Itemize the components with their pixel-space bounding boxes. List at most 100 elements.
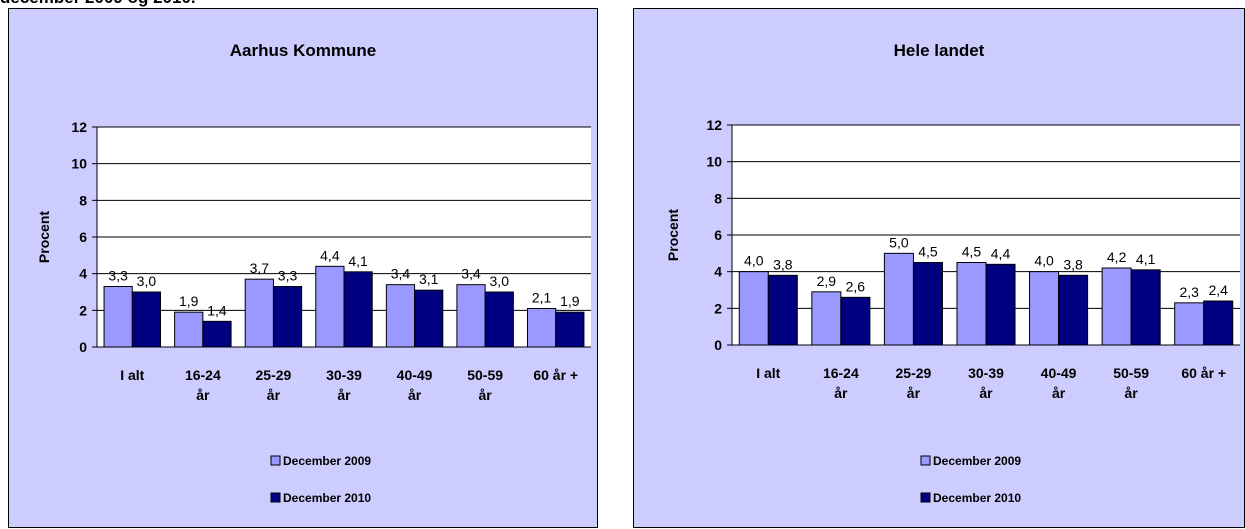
legend-swatch bbox=[920, 492, 931, 503]
bar bbox=[912, 262, 943, 346]
y-tick-label: 12 bbox=[71, 119, 87, 135]
bar bbox=[174, 311, 204, 348]
legend-label: December 2010 bbox=[933, 491, 1021, 505]
bar bbox=[767, 274, 798, 346]
category-label: år bbox=[1052, 385, 1066, 401]
y-tick-label: 0 bbox=[714, 337, 722, 353]
data-label: 2,3 bbox=[1179, 284, 1199, 300]
bar bbox=[244, 278, 274, 348]
data-label: 4,1 bbox=[1136, 251, 1156, 267]
bar bbox=[103, 286, 133, 348]
legend-label: December 2010 bbox=[283, 491, 371, 505]
data-label: 3,4 bbox=[391, 266, 411, 282]
data-label: 3,0 bbox=[490, 273, 510, 289]
data-label: 1,9 bbox=[560, 293, 580, 309]
bar bbox=[272, 286, 303, 348]
data-label: 4,0 bbox=[744, 253, 764, 269]
bar bbox=[131, 291, 162, 348]
chart-title: Hele landet bbox=[893, 41, 985, 60]
y-tick-label: 12 bbox=[706, 117, 722, 133]
category-label: år bbox=[267, 387, 281, 403]
bar bbox=[202, 320, 232, 348]
category-label: 16-24 bbox=[185, 367, 221, 383]
category-label: 16-24 bbox=[823, 365, 859, 381]
data-label: 2,9 bbox=[817, 273, 837, 289]
category-label: 60 år + bbox=[533, 367, 578, 383]
category-label: 40-49 bbox=[397, 367, 433, 383]
data-label: 1,4 bbox=[207, 302, 227, 318]
bar bbox=[1058, 274, 1089, 346]
category-label: år bbox=[907, 385, 921, 401]
y-axis-label: Procent bbox=[665, 209, 681, 261]
data-label: 1,9 bbox=[179, 293, 199, 309]
category-label: I alt bbox=[756, 365, 780, 381]
bar bbox=[1029, 271, 1060, 346]
data-label: 3,8 bbox=[773, 256, 793, 272]
data-label: 4,1 bbox=[348, 253, 368, 269]
category-label: 40-49 bbox=[1041, 365, 1077, 381]
category-label: 50-59 bbox=[467, 367, 503, 383]
page-heading: december 2009 og 2010. bbox=[0, 0, 196, 8]
bar bbox=[1130, 269, 1161, 346]
category-label: år bbox=[196, 387, 210, 403]
data-label: 2,1 bbox=[532, 290, 552, 306]
data-label: 3,8 bbox=[1063, 256, 1083, 272]
bar bbox=[526, 308, 557, 348]
data-label: 3,0 bbox=[137, 273, 157, 289]
bar bbox=[484, 291, 514, 348]
legend-swatch bbox=[270, 492, 281, 503]
bar bbox=[956, 262, 987, 346]
legend-swatch bbox=[920, 455, 931, 466]
y-tick-label: 4 bbox=[79, 266, 87, 282]
category-label: 25-29 bbox=[256, 367, 292, 383]
y-tick-label: 0 bbox=[79, 339, 87, 355]
data-label: 3,3 bbox=[108, 268, 128, 284]
data-label: 3,4 bbox=[461, 266, 481, 282]
category-label: år bbox=[1125, 385, 1139, 401]
y-tick-label: 8 bbox=[714, 190, 722, 206]
data-label: 3,1 bbox=[419, 271, 439, 287]
y-tick-label: 2 bbox=[714, 300, 722, 316]
category-label: 30-39 bbox=[968, 365, 1004, 381]
y-tick-label: 4 bbox=[714, 264, 722, 280]
legend-label: December 2009 bbox=[283, 454, 371, 468]
category-label: I alt bbox=[120, 367, 144, 383]
category-label: år bbox=[834, 385, 848, 401]
category-label: år bbox=[337, 387, 351, 403]
bar bbox=[456, 284, 486, 348]
bar bbox=[385, 284, 416, 348]
legend-label: December 2009 bbox=[933, 454, 1021, 468]
legend-swatch bbox=[270, 455, 281, 466]
y-tick-label: 6 bbox=[79, 229, 87, 245]
data-label: 3,3 bbox=[278, 268, 298, 284]
bar bbox=[315, 265, 345, 348]
chart-panel-hele-landet: Hele landet 0 2 4 6 8 10 12 Procent 4,0 3,8 I alt 2… bbox=[633, 8, 1245, 528]
category-label: 50-59 bbox=[1113, 365, 1149, 381]
data-label: 5,0 bbox=[889, 234, 909, 250]
bar bbox=[555, 311, 585, 348]
bar-chart-hele-landet: 0 2 4 6 8 10 12 Procent 4,0 3,8 I alt 2,9 2,6 16-24 år… bbox=[665, 117, 1240, 505]
bar bbox=[811, 291, 842, 346]
bar bbox=[414, 289, 444, 348]
chart-title: Aarhus Kommune bbox=[229, 41, 377, 60]
data-label: 4,0 bbox=[1034, 253, 1054, 269]
data-label: 4,5 bbox=[962, 244, 982, 260]
bar bbox=[1203, 300, 1234, 346]
data-label: 4,4 bbox=[320, 247, 340, 263]
category-label: 25-29 bbox=[896, 365, 932, 381]
bar bbox=[1174, 302, 1205, 346]
y-tick-label: 10 bbox=[706, 154, 722, 170]
data-label: 4,2 bbox=[1107, 249, 1127, 265]
bar bbox=[985, 263, 1016, 346]
y-tick-label: 10 bbox=[71, 156, 87, 172]
chart-panel-aarhus: Aarhus Kommune 0 2 4 6 8 10 12 Procent 3,3 3,0 I a… bbox=[8, 8, 598, 528]
data-label: 2,4 bbox=[1208, 282, 1228, 298]
y-axis-label: Procent bbox=[36, 211, 52, 263]
category-label: 60 år + bbox=[1181, 365, 1226, 381]
data-label: 4,5 bbox=[918, 244, 938, 260]
bar bbox=[1101, 267, 1132, 346]
bar bbox=[840, 296, 871, 346]
y-tick-label: 6 bbox=[714, 227, 722, 243]
bar-chart-aarhus: 0 2 4 6 8 10 12 Procent 3,3 3,0 I alt 1,9 1,4 16-24 år… bbox=[36, 119, 591, 505]
y-tick-label: 8 bbox=[79, 192, 87, 208]
